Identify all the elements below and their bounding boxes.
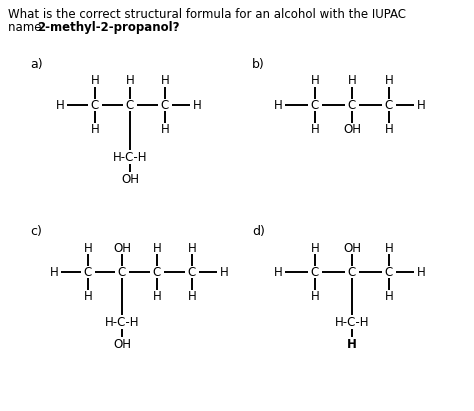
Text: H: H — [219, 266, 228, 279]
Text: H: H — [310, 289, 319, 302]
Text: H: H — [192, 99, 201, 111]
Text: H: H — [417, 266, 425, 279]
Text: H: H — [83, 242, 92, 254]
Text: H: H — [153, 289, 161, 302]
Text: H: H — [188, 289, 196, 302]
Text: H: H — [384, 74, 393, 88]
Text: H: H — [273, 99, 283, 111]
Text: H: H — [126, 74, 134, 88]
Text: H: H — [384, 289, 393, 302]
Text: 2-methyl-2-propanol?: 2-methyl-2-propanol? — [37, 21, 180, 34]
Text: OH: OH — [343, 242, 361, 254]
Text: C: C — [348, 99, 356, 111]
Text: C: C — [153, 266, 161, 279]
Text: H: H — [161, 74, 169, 88]
Text: H: H — [347, 74, 356, 88]
Text: name: name — [8, 21, 45, 34]
Text: C: C — [311, 99, 319, 111]
Text: H: H — [91, 122, 100, 136]
Text: C: C — [385, 99, 393, 111]
Text: C: C — [91, 99, 99, 111]
Text: H: H — [91, 74, 100, 88]
Text: C: C — [161, 99, 169, 111]
Text: C: C — [385, 266, 393, 279]
Text: H: H — [310, 74, 319, 88]
Text: H: H — [153, 242, 161, 254]
Text: C: C — [311, 266, 319, 279]
Text: H: H — [384, 122, 393, 136]
Text: H-C-H: H-C-H — [113, 150, 147, 164]
Text: OH: OH — [113, 337, 131, 351]
Text: OH: OH — [121, 173, 139, 185]
Text: H: H — [310, 122, 319, 136]
Text: H: H — [188, 242, 196, 254]
Text: OH: OH — [343, 122, 361, 136]
Text: C: C — [84, 266, 92, 279]
Text: OH: OH — [113, 242, 131, 254]
Text: H: H — [347, 337, 357, 351]
Text: a): a) — [30, 58, 43, 71]
Text: C: C — [348, 266, 356, 279]
Text: d): d) — [252, 225, 265, 238]
Text: H: H — [161, 122, 169, 136]
Text: c): c) — [30, 225, 42, 238]
Text: What is the correct structural formula for an alcohol with the IUPAC: What is the correct structural formula f… — [8, 8, 406, 21]
Text: C: C — [126, 99, 134, 111]
Text: C: C — [188, 266, 196, 279]
Text: b): b) — [252, 58, 265, 71]
Text: H: H — [83, 289, 92, 302]
Text: H: H — [273, 266, 283, 279]
Text: H-C-H: H-C-H — [105, 316, 139, 328]
Text: C: C — [118, 266, 126, 279]
Text: H: H — [417, 99, 425, 111]
Text: H: H — [384, 242, 393, 254]
Text: H: H — [50, 266, 58, 279]
Text: H: H — [55, 99, 64, 111]
Text: H-C-H: H-C-H — [335, 316, 369, 328]
Text: H: H — [310, 242, 319, 254]
